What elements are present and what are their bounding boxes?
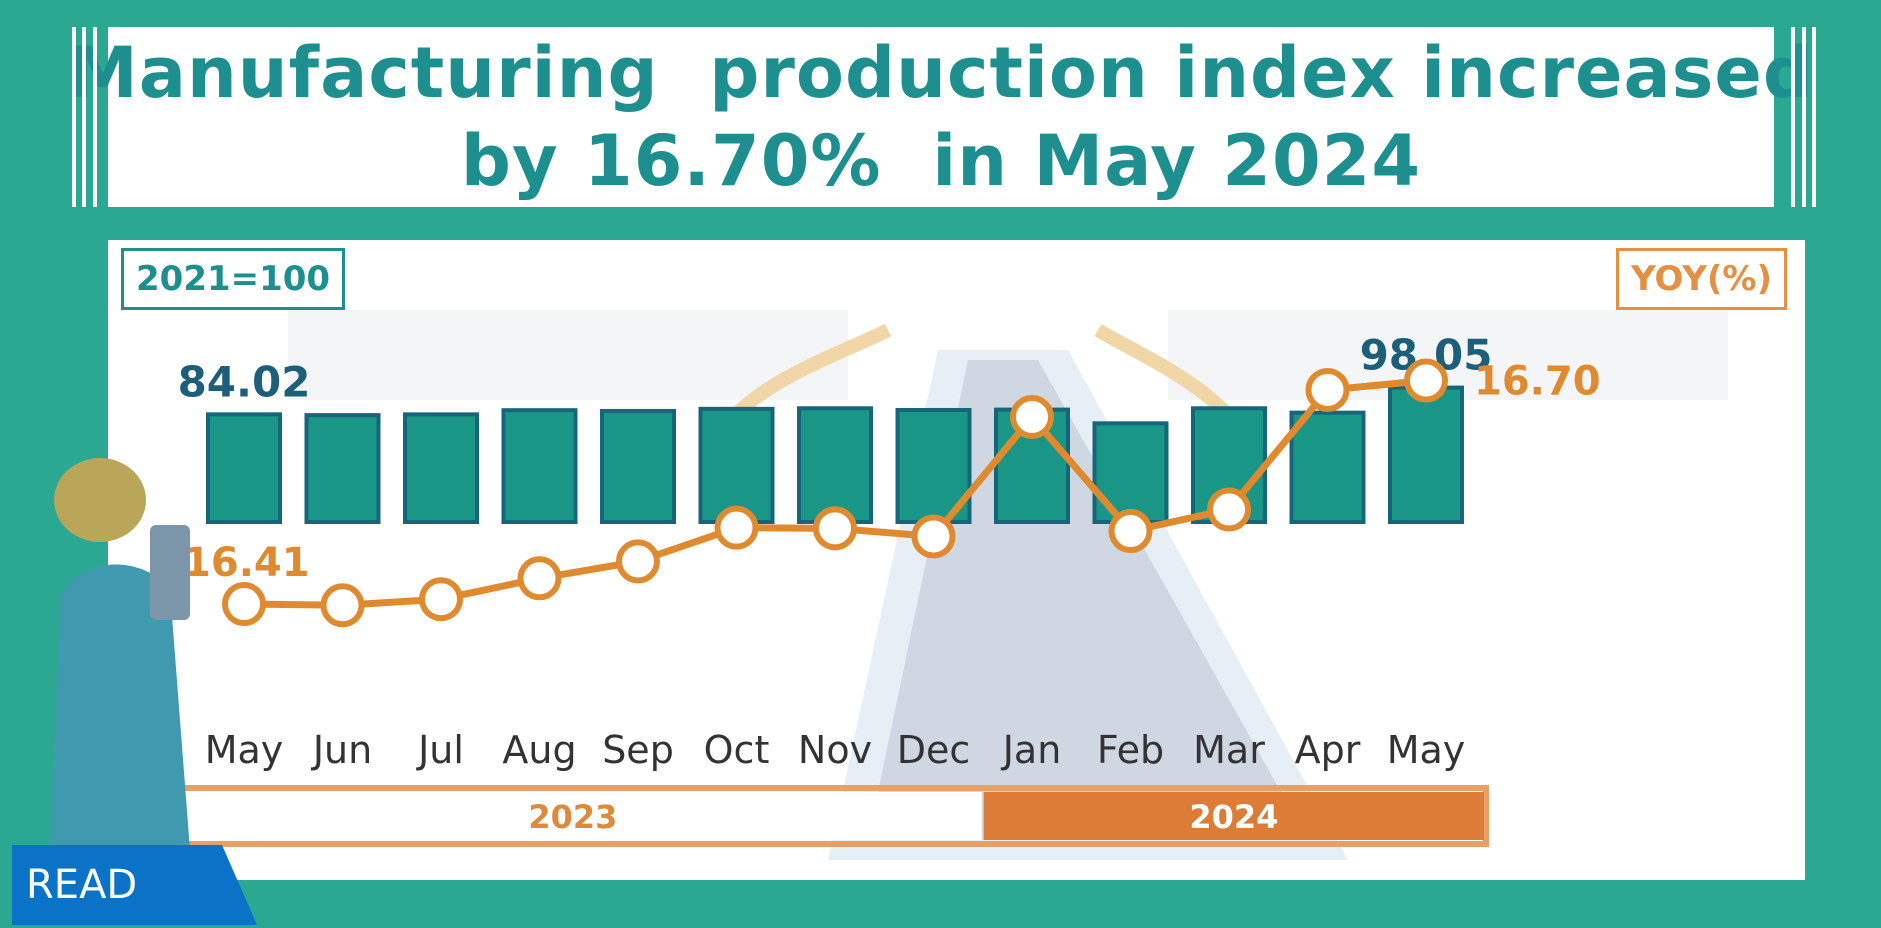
yoy-point (616, 539, 660, 584)
yoy-point (517, 556, 562, 601)
index-bar (403, 412, 479, 524)
bar-value-label: 84.02 (178, 357, 311, 406)
month-tick-label: May (1387, 728, 1466, 772)
yoy-point (419, 577, 463, 622)
year-segment (164, 792, 982, 840)
yoy-point (1404, 358, 1448, 403)
yoy-point (714, 505, 759, 550)
index-bar (600, 408, 676, 525)
year-label: 2024 (1189, 798, 1278, 836)
yoy-point (1108, 509, 1153, 554)
index-bar (1388, 385, 1464, 524)
worker-illustration (50, 458, 190, 850)
yoy-value-label: -16.41 (166, 540, 309, 586)
yoy-point (1207, 487, 1251, 532)
banner-stripe (82, 27, 86, 207)
index-bar (206, 412, 282, 525)
banner-stripe (93, 27, 97, 207)
month-tick-label: Nov (798, 728, 872, 772)
index-bar (797, 406, 873, 524)
month-tick-label: Jun (311, 728, 372, 772)
yoy-value-label: 16.70 (1474, 359, 1601, 405)
yoy-point (320, 583, 365, 628)
yoy-point (222, 582, 266, 627)
month-tick-label: May (205, 728, 284, 772)
title-banner: Manufacturing production index increased… (68, 27, 1813, 207)
yoy-point (813, 506, 857, 551)
month-tick-label: Oct (704, 728, 770, 772)
read-tag[interactable]: READ (12, 845, 257, 925)
banner-stripe (1812, 27, 1816, 207)
chart-panel: 84.02 98.05 -16.41 16.70 May Jun Jul Aug Sep Oct N… (108, 240, 1805, 880)
title-line-2: by 16.70% in May 2024 (460, 120, 1422, 202)
banner-stripe (1802, 27, 1806, 207)
month-tick-label: Aug (502, 728, 576, 772)
banner-stripe (72, 27, 76, 207)
index-bar (501, 408, 578, 524)
index-bar (304, 413, 381, 524)
month-tick-label: Apr (1295, 728, 1361, 772)
title-line-1: Manufacturing production index increased (68, 32, 1814, 114)
index-bar (698, 406, 775, 524)
year-segment (983, 792, 1484, 840)
yoy-point (1305, 367, 1350, 412)
yoy-point (911, 514, 956, 559)
month-tick-label: Jul (416, 728, 464, 772)
yoy-point (1010, 394, 1054, 439)
banner-stripe (1791, 27, 1795, 207)
month-tick-label: Dec (897, 728, 971, 772)
base-year-badge: 2021=100 (121, 248, 346, 310)
year-label: 2023 (528, 798, 617, 836)
month-tick-label: Jan (1001, 728, 1062, 772)
month-tick-label: Sep (602, 728, 674, 772)
yoy-badge: YOY(%) (1616, 248, 1787, 310)
index-bar (1289, 410, 1366, 524)
month-tick-label: Feb (1097, 728, 1164, 772)
month-tick-label: Mar (1193, 728, 1265, 772)
